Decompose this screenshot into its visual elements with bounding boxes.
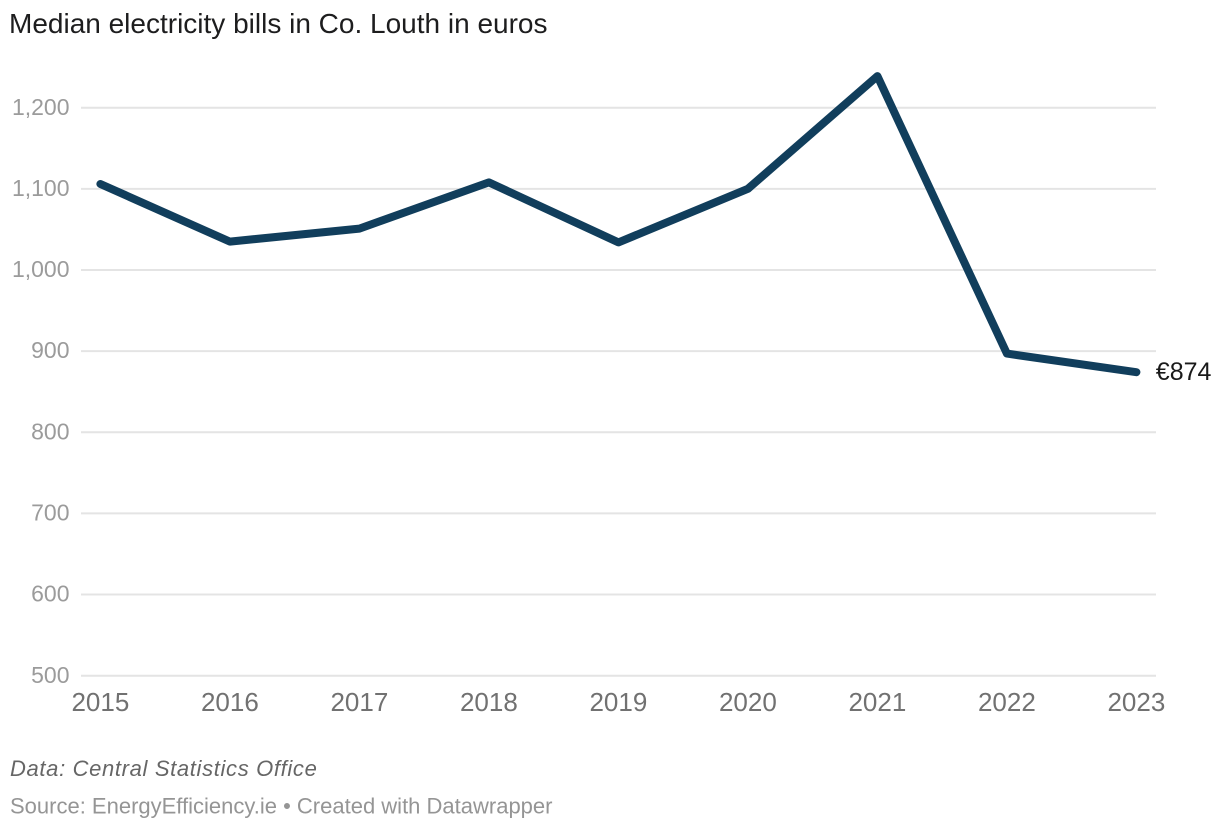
svg-text:900: 900 <box>31 337 69 363</box>
svg-text:2015: 2015 <box>71 687 129 717</box>
svg-text:Median electricity bills in Co: Median electricity bills in Co. Louth in… <box>9 8 547 39</box>
svg-text:Data: Central Statistics Offic: Data: Central Statistics Office <box>10 756 317 781</box>
svg-text:500: 500 <box>31 662 69 688</box>
svg-text:1,200: 1,200 <box>12 94 70 120</box>
svg-text:€874: €874 <box>1156 358 1212 386</box>
svg-text:2018: 2018 <box>460 687 518 717</box>
svg-text:1,100: 1,100 <box>12 175 70 201</box>
svg-text:800: 800 <box>31 418 69 444</box>
svg-text:2023: 2023 <box>1107 687 1165 717</box>
svg-text:2020: 2020 <box>719 687 777 717</box>
svg-text:1,000: 1,000 <box>12 256 70 282</box>
svg-text:Source: EnergyEfficiency.ie •: Source: EnergyEfficiency.ie • Created wi… <box>10 793 552 818</box>
svg-text:2021: 2021 <box>848 687 906 717</box>
svg-text:600: 600 <box>31 581 69 607</box>
svg-text:2016: 2016 <box>201 687 259 717</box>
svg-text:2022: 2022 <box>978 687 1036 717</box>
svg-text:2017: 2017 <box>330 687 388 717</box>
svg-text:700: 700 <box>31 500 69 526</box>
svg-text:2019: 2019 <box>589 687 647 717</box>
